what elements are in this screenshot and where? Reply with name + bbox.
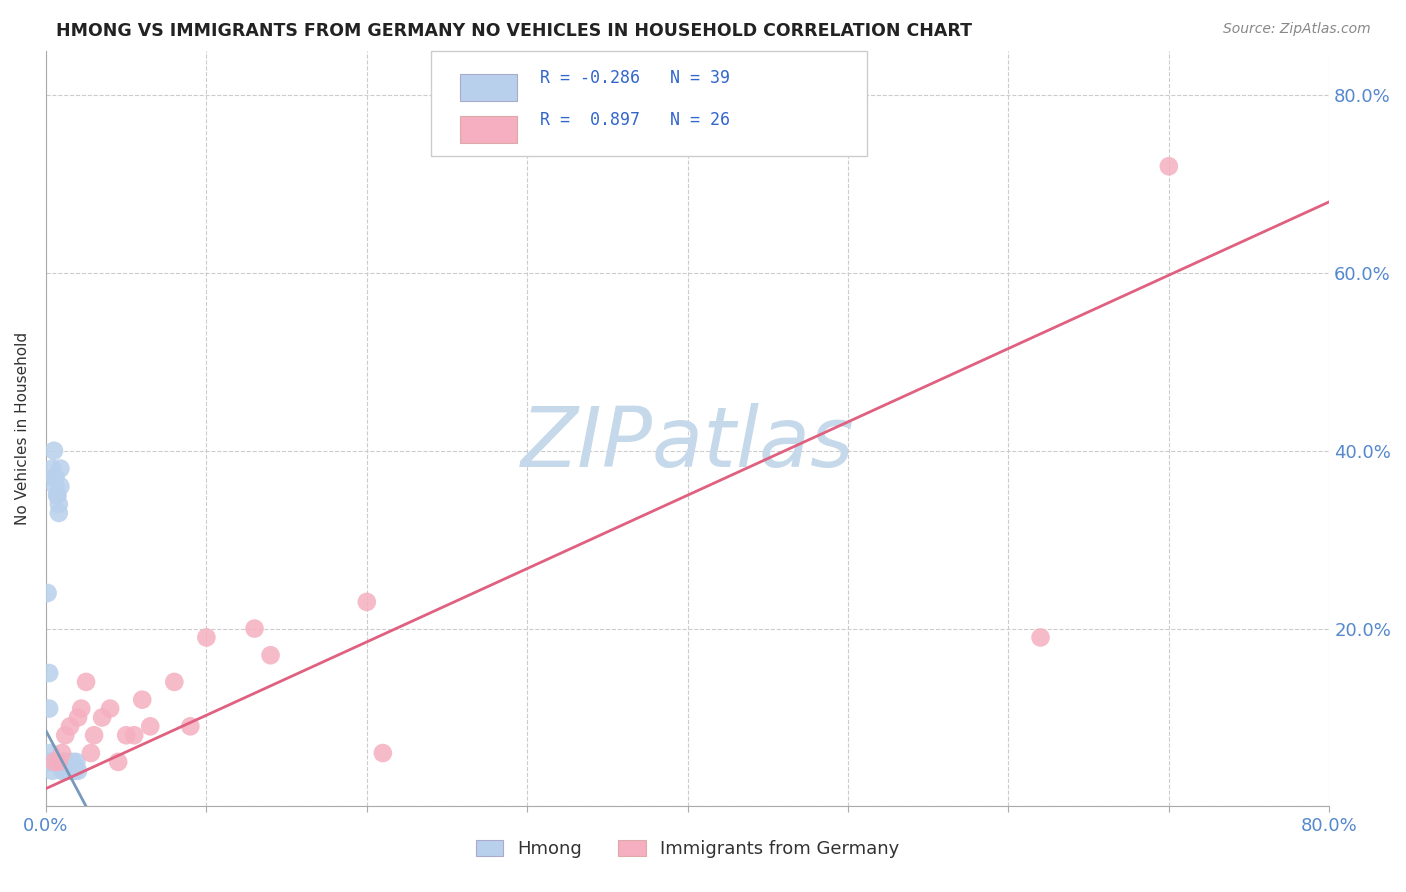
Point <box>115 728 138 742</box>
Point <box>42 443 65 458</box>
Point <box>51 755 73 769</box>
Point <box>65 755 87 769</box>
Point <box>67 710 90 724</box>
Point <box>195 631 218 645</box>
Point <box>46 488 69 502</box>
Point <box>59 719 82 733</box>
Point <box>70 701 93 715</box>
Point <box>37 586 59 600</box>
Point <box>91 710 114 724</box>
Point <box>60 764 83 778</box>
Point <box>122 728 145 742</box>
Point <box>107 755 129 769</box>
Point <box>58 764 80 778</box>
Point <box>163 674 186 689</box>
Point <box>39 755 62 769</box>
Point <box>53 728 76 742</box>
Point <box>45 470 67 484</box>
FancyBboxPatch shape <box>461 116 517 143</box>
Point <box>56 755 79 769</box>
Point <box>38 755 60 769</box>
Point <box>83 728 105 742</box>
Point <box>179 719 201 733</box>
Text: R =  0.897   N = 26: R = 0.897 N = 26 <box>540 112 730 129</box>
Point <box>62 755 84 769</box>
Point <box>67 764 90 778</box>
Point <box>53 755 76 769</box>
Point <box>38 666 60 681</box>
Point <box>38 701 60 715</box>
Point <box>42 755 65 769</box>
FancyBboxPatch shape <box>432 51 868 156</box>
Point <box>42 470 65 484</box>
Point <box>48 506 70 520</box>
Point <box>259 648 281 663</box>
Point <box>51 764 73 778</box>
Point <box>46 488 69 502</box>
Text: R = -0.286   N = 39: R = -0.286 N = 39 <box>540 69 730 87</box>
Text: HMONG VS IMMIGRANTS FROM GERMANY NO VEHICLES IN HOUSEHOLD CORRELATION CHART: HMONG VS IMMIGRANTS FROM GERMANY NO VEHI… <box>56 22 972 40</box>
Text: Source: ZipAtlas.com: Source: ZipAtlas.com <box>1223 22 1371 37</box>
Point <box>52 764 75 778</box>
Point <box>80 746 103 760</box>
Point <box>45 479 67 493</box>
Point <box>45 755 67 769</box>
Point <box>51 746 73 760</box>
Point <box>53 764 76 778</box>
Point <box>59 755 82 769</box>
Point <box>63 764 86 778</box>
Point <box>59 764 82 778</box>
Point <box>371 746 394 760</box>
Point <box>1029 631 1052 645</box>
Point <box>139 719 162 733</box>
Point <box>52 755 75 769</box>
Point <box>49 461 72 475</box>
Point <box>356 595 378 609</box>
Point <box>41 764 63 778</box>
Point <box>39 746 62 760</box>
Y-axis label: No Vehicles in Household: No Vehicles in Household <box>15 332 30 525</box>
Point <box>49 479 72 493</box>
Point <box>243 622 266 636</box>
FancyBboxPatch shape <box>461 74 517 102</box>
Point <box>42 755 65 769</box>
Point <box>42 755 65 769</box>
Point <box>39 755 62 769</box>
Point <box>48 497 70 511</box>
Point <box>48 755 70 769</box>
Text: ZIPatlas: ZIPatlas <box>520 403 855 484</box>
Point <box>131 692 153 706</box>
Point <box>56 764 79 778</box>
Point <box>75 674 97 689</box>
Point <box>98 701 121 715</box>
Point <box>41 755 63 769</box>
Point <box>41 461 63 475</box>
Point <box>1157 159 1180 173</box>
Legend: Hmong, Immigrants from Germany: Hmong, Immigrants from Germany <box>468 832 907 865</box>
